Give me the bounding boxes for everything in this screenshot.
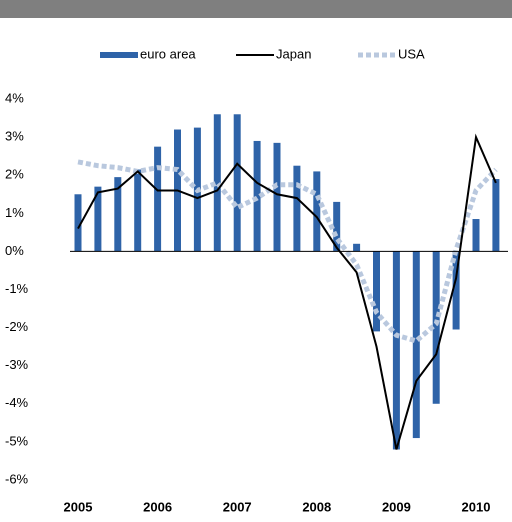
bar: [233, 114, 241, 252]
line: [77, 133, 497, 450]
bar: [94, 186, 102, 252]
y-tick-label: -3%: [5, 357, 29, 372]
bar: [373, 251, 380, 332]
bar: [452, 251, 460, 330]
legend-label: USA: [398, 46, 425, 61]
x-tick-label: 2005: [64, 499, 93, 514]
y-tick-label: 3%: [5, 129, 24, 144]
bar: [253, 140, 261, 252]
x-tick-label: 2008: [302, 499, 331, 514]
legend-label: euro area: [140, 46, 196, 61]
bar: [293, 165, 301, 252]
y-tick-label: -1%: [5, 281, 29, 296]
line: [77, 159, 498, 344]
x-tick-label: 2007: [223, 499, 252, 514]
y-tick-label: 2%: [5, 167, 24, 182]
y-tick-label: 4%: [5, 90, 24, 105]
bar: [154, 146, 162, 252]
bar: [472, 219, 480, 252]
bar: [492, 179, 500, 252]
bar: [333, 201, 341, 252]
bar: [134, 169, 142, 252]
bar: [353, 243, 361, 252]
header-bar: [0, 0, 512, 18]
y-tick-label: 1%: [5, 205, 24, 220]
y-tick-label: -6%: [5, 471, 29, 486]
bar: [392, 251, 400, 450]
bar: [313, 171, 321, 252]
y-tick-label: -4%: [5, 395, 29, 410]
x-tick-label: 2009: [382, 499, 411, 514]
bar: [74, 194, 82, 252]
bar: [432, 251, 440, 404]
bar: [273, 142, 281, 252]
bar: [114, 177, 122, 252]
x-tick-label: 2006: [143, 499, 172, 514]
legend-swatch: [100, 52, 138, 58]
bar: [213, 114, 221, 252]
y-tick-label: -5%: [5, 433, 29, 448]
x-tick-label: 2010: [462, 499, 491, 514]
y-tick-label: -2%: [5, 319, 29, 334]
legend-label: Japan: [276, 46, 311, 61]
y-tick-label: 0%: [5, 243, 24, 258]
bar: [412, 251, 420, 439]
